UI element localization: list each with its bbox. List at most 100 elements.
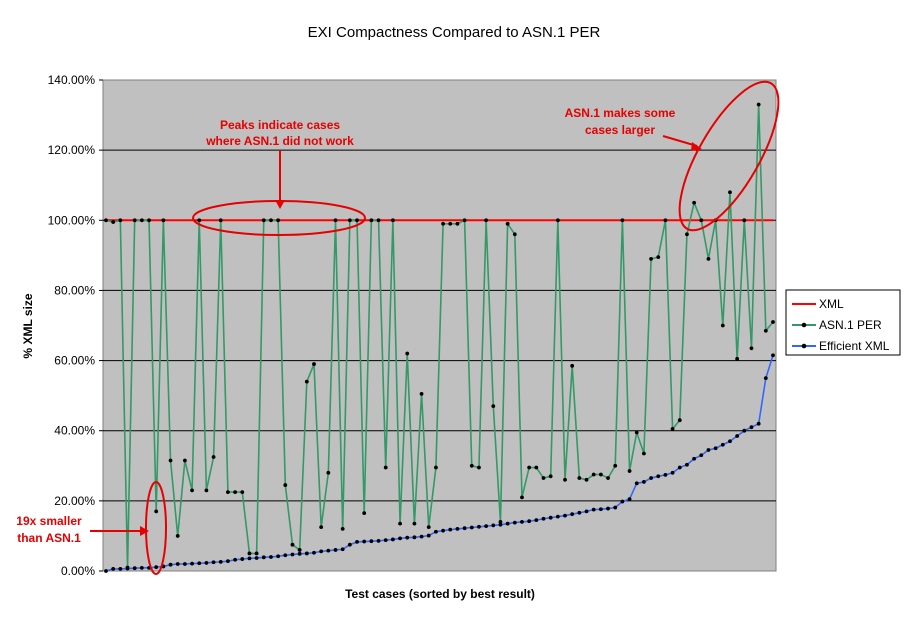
data-point-efficient-xml	[563, 513, 567, 518]
data-point-asn-1-per	[512, 232, 517, 237]
data-point-asn-1-per	[147, 218, 151, 223]
data-point-efficient-xml	[627, 497, 632, 501]
data-point-asn-1-per	[735, 356, 740, 361]
data-point-efficient-xml	[527, 519, 532, 524]
data-point-efficient-xml	[634, 481, 639, 486]
data-point-asn-1-per	[297, 548, 302, 552]
data-point-asn-1-per	[197, 218, 202, 223]
y-axis-ticks: 0.00% 20.00% 40.00% 60.00% 80.00% 100.00% 120.…	[48, 73, 103, 578]
data-point-asn-1-per	[340, 527, 345, 531]
data-point-efficient-xml	[520, 520, 524, 524]
data-point-asn-1-per	[254, 551, 259, 556]
data-point-efficient-xml	[670, 470, 675, 475]
data-point-asn-1-per	[369, 218, 374, 223]
data-point-efficient-xml	[269, 555, 273, 559]
data-point-efficient-xml	[125, 566, 130, 571]
data-point-asn-1-per	[749, 346, 754, 351]
legend-item-xml: XML	[792, 297, 844, 311]
data-point-efficient-xml	[111, 567, 116, 571]
data-point-efficient-xml	[663, 473, 668, 477]
data-point-asn-1-per	[598, 472, 603, 477]
y-tick-label: 40.00%	[54, 424, 95, 438]
data-point-asn-1-per	[139, 218, 144, 223]
data-point-efficient-xml	[218, 559, 223, 564]
data-point-efficient-xml	[771, 353, 775, 358]
data-point-efficient-xml	[620, 499, 625, 504]
data-point-asn-1-per	[383, 465, 388, 470]
data-point-asn-1-per	[455, 221, 460, 226]
data-point-asn-1-per	[677, 418, 682, 423]
data-point-asn-1-per	[390, 218, 395, 223]
data-point-efficient-xml	[355, 539, 359, 544]
data-point-asn-1-per	[670, 427, 675, 431]
data-point-efficient-xml	[283, 553, 288, 558]
data-point-efficient-xml	[699, 453, 704, 458]
annotation-larger-ellipse	[678, 80, 780, 232]
y-tick-label: 140.00%	[48, 73, 96, 87]
data-point-asn-1-per	[541, 476, 546, 480]
annotation-peaks-line1: Peaks indicate cases	[220, 118, 340, 132]
data-point-efficient-xml	[685, 462, 689, 467]
data-point-asn-1-per	[462, 218, 467, 223]
legend-label-asn1: ASN.1 PER	[819, 318, 882, 332]
data-point-efficient-xml	[720, 442, 725, 447]
data-point-asn-1-per	[283, 483, 288, 487]
data-point-asn-1-per	[720, 323, 725, 328]
data-point-efficient-xml	[763, 376, 768, 381]
data-point-efficient-xml	[469, 525, 474, 530]
data-point-efficient-xml	[154, 565, 159, 570]
data-point-asn-1-per	[161, 218, 166, 223]
legend-marker-efficient-xml	[801, 343, 807, 349]
x-axis-label: Test cases (sorted by best result)	[345, 587, 535, 601]
data-point-asn-1-per	[355, 218, 359, 223]
data-point-asn-1-per	[448, 221, 453, 226]
data-point-efficient-xml	[541, 516, 546, 521]
annotation-smaller: 19x smaller than ASN.1	[16, 481, 167, 575]
data-point-efficient-xml	[642, 480, 646, 484]
data-point-asn-1-per	[484, 218, 489, 223]
data-point-asn-1-per	[584, 477, 589, 482]
data-point-efficient-xml	[340, 547, 345, 552]
data-point-asn-1-per	[534, 465, 539, 470]
data-point-efficient-xml	[376, 538, 381, 543]
data-point-asn-1-per	[577, 476, 582, 480]
data-point-asn-1-per	[555, 218, 560, 223]
data-point-asn-1-per	[699, 218, 704, 223]
data-point-asn-1-per	[276, 218, 281, 223]
data-point-asn-1-per	[613, 463, 618, 468]
data-point-efficient-xml	[441, 528, 445, 533]
annotation-peaks: Peaks indicate cases where ASN.1 did not…	[192, 118, 366, 236]
data-point-efficient-xml	[591, 507, 596, 512]
data-point-asn-1-per	[434, 465, 438, 470]
data-point-efficient-xml	[577, 510, 582, 515]
data-point-asn-1-per	[520, 495, 524, 500]
data-point-asn-1-per	[656, 255, 661, 260]
data-point-efficient-xml	[477, 524, 481, 529]
data-point-efficient-xml	[312, 550, 316, 555]
data-point-efficient-xml	[505, 521, 510, 526]
y-tick-label: 120.00%	[48, 143, 96, 157]
data-point-asn-1-per	[347, 218, 352, 223]
data-point-asn-1-per	[756, 102, 761, 107]
legend: XML ASN.1 PER Efficient XML	[785, 289, 901, 356]
data-point-asn-1-per	[304, 379, 309, 384]
data-point-asn-1-per	[312, 362, 316, 366]
data-point-asn-1-per	[469, 463, 474, 468]
data-point-efficient-xml	[570, 512, 575, 517]
data-point-asn-1-per	[426, 525, 431, 530]
data-point-efficient-xml	[240, 557, 245, 561]
data-point-efficient-xml	[319, 549, 324, 554]
data-point-efficient-xml	[598, 507, 603, 512]
data-point-efficient-xml	[613, 505, 618, 510]
data-point-asn-1-per	[261, 218, 266, 223]
data-point-efficient-xml	[735, 434, 740, 438]
data-point-asn-1-per	[570, 363, 575, 368]
data-point-efficient-xml	[555, 514, 560, 519]
data-point-asn-1-per	[771, 320, 775, 324]
legend-marker-asn1	[801, 322, 807, 328]
data-point-efficient-xml	[584, 509, 589, 514]
data-point-efficient-xml	[297, 551, 302, 556]
annotation-larger-line2: cases larger	[585, 123, 655, 137]
data-point-efficient-xml	[182, 562, 187, 566]
